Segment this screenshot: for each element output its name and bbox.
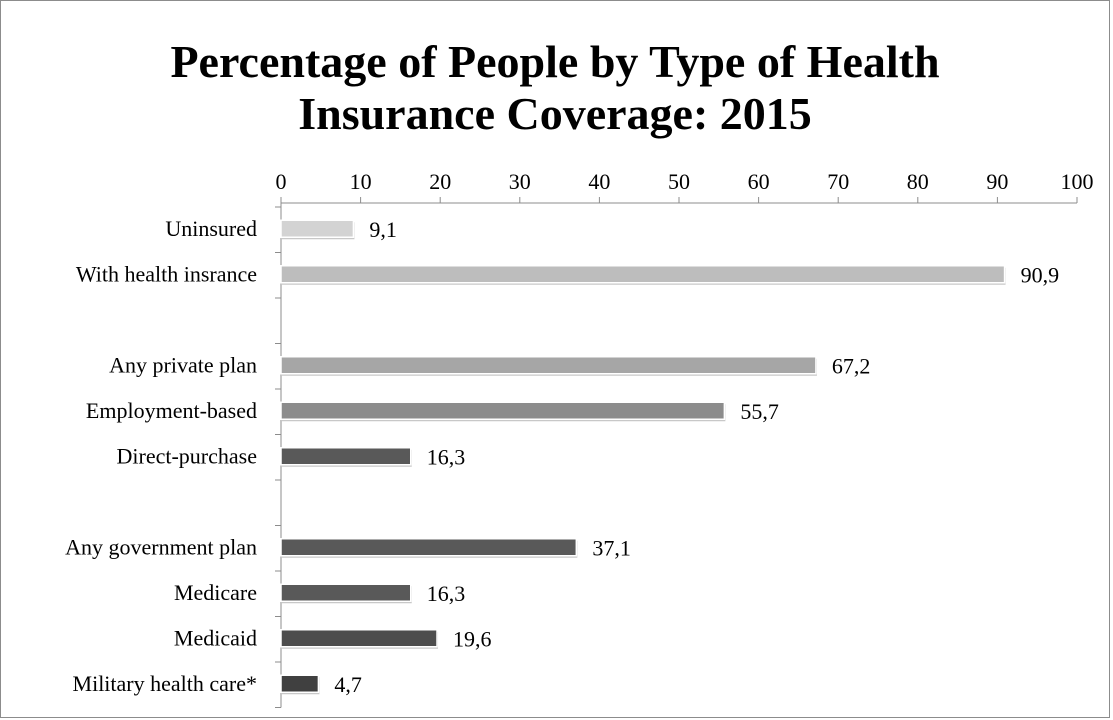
value-label: 4,7 (334, 672, 362, 697)
category-label: Military health care* (73, 671, 257, 696)
value-label: 90,9 (1021, 262, 1059, 287)
x-tick-label: 70 (827, 169, 849, 194)
x-tick-label: 30 (509, 169, 531, 194)
category-label: Employment-based (86, 398, 257, 423)
bar (280, 219, 355, 238)
label-layer: Uninsured 9,1 With health insrance 90,9 Any … (65, 216, 1059, 697)
bar (280, 356, 817, 375)
bar-layer (280, 219, 1006, 695)
bar (280, 265, 1006, 284)
category-label: Uninsured (165, 216, 257, 241)
bar (280, 583, 412, 602)
value-label: 19,6 (453, 626, 492, 651)
bar (280, 447, 412, 466)
value-label: 9,1 (369, 217, 397, 242)
category-label: Medicare (174, 580, 257, 605)
value-label: 37,1 (592, 535, 631, 560)
x-tick-label: 90 (986, 169, 1008, 194)
x-tick-label: 0 (276, 169, 287, 194)
x-tick-label: 50 (668, 169, 690, 194)
x-tick-label: 80 (907, 169, 929, 194)
category-label: With health insrance (76, 261, 257, 286)
value-label: 16,3 (427, 581, 466, 606)
chart-title: Percentage of People by Type of Health I… (0, 36, 1110, 140)
x-tick-label: 100 (1061, 169, 1094, 194)
axis-layer: 0 10 20 30 40 50 60 70 80 90 100 (275, 169, 1094, 708)
x-tick-label: 20 (429, 169, 451, 194)
bar (280, 674, 320, 693)
category-label: Medicaid (174, 625, 257, 650)
value-label: 67,2 (832, 353, 871, 378)
category-label: Direct-purchase (117, 443, 257, 468)
category-label: Any private plan (109, 352, 257, 377)
value-label: 16,3 (427, 444, 466, 469)
category-label: Any government plan (65, 534, 257, 559)
bar (280, 401, 726, 420)
chart-title-line-1: Percentage of People by Type of Health (170, 36, 940, 87)
x-tick-label: 40 (588, 169, 610, 194)
chart-title-line-2: Insurance Coverage: 2015 (298, 88, 812, 139)
bar (280, 538, 578, 557)
bar (280, 629, 438, 648)
x-tick-label: 10 (350, 169, 372, 194)
value-label: 55,7 (740, 399, 779, 424)
x-tick-label: 60 (748, 169, 770, 194)
